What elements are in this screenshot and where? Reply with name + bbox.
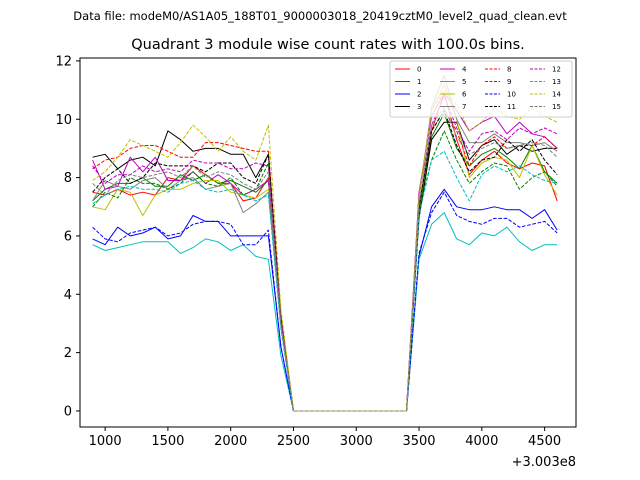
legend-label-2: 2 xyxy=(417,91,421,99)
x-tick-label: 3500 xyxy=(402,434,435,449)
y-tick-label: 10 xyxy=(55,113,72,128)
data-file-label: Data file: modeM0/AS1A05_188T01_90000030… xyxy=(73,9,567,23)
x-axis: 1000 1500 2000 2500 3000 3500 4000 4500 xyxy=(89,427,561,449)
legend-label-7: 7 xyxy=(462,103,466,111)
series-line-15 xyxy=(92,107,558,412)
legend-label-0: 0 xyxy=(417,66,421,74)
legend-label-1: 1 xyxy=(417,78,421,86)
legend-label-4: 4 xyxy=(462,66,467,74)
x-tick-label: 4500 xyxy=(528,434,561,449)
series-line-10 xyxy=(92,191,558,412)
x-tick-label: 4000 xyxy=(465,434,498,449)
chart-title: Quadrant 3 module wise count rates with … xyxy=(131,37,525,53)
legend-label-14: 14 xyxy=(552,91,561,99)
y-tick-label: 0 xyxy=(64,404,72,419)
legend-label-12: 12 xyxy=(552,66,561,74)
y-tick-label: 2 xyxy=(64,346,72,361)
legend-label-8: 8 xyxy=(507,66,511,74)
legend-label-5: 5 xyxy=(462,78,466,86)
x-tick-label: 1500 xyxy=(151,434,184,449)
axes-frame xyxy=(79,57,577,428)
x-axis-offset-label: +3.003e8 xyxy=(512,455,576,470)
legend-label-10: 10 xyxy=(507,91,516,99)
y-tick-label: 6 xyxy=(64,229,72,244)
y-tick-label: 4 xyxy=(64,288,72,303)
x-tick-label: 1000 xyxy=(89,434,122,449)
x-tick-label: 2000 xyxy=(214,434,247,449)
legend-label-15: 15 xyxy=(552,103,561,111)
legend-label-3: 3 xyxy=(417,103,421,111)
y-tick-label: 8 xyxy=(64,171,72,186)
series-line-9 xyxy=(92,130,558,412)
series-line-14 xyxy=(92,89,558,412)
y-axis: 0 2 4 6 8 10 12 xyxy=(55,54,80,419)
legend-label-9: 9 xyxy=(507,78,511,86)
legend-label-6: 6 xyxy=(462,91,467,99)
plot-area xyxy=(92,75,558,412)
legend-box xyxy=(389,60,573,118)
legend-label-11: 11 xyxy=(507,103,516,111)
y-tick-label: 12 xyxy=(55,54,72,69)
x-tick-label: 2500 xyxy=(277,434,310,449)
legend-label-13: 13 xyxy=(552,78,561,86)
x-tick-label: 3000 xyxy=(340,434,373,449)
